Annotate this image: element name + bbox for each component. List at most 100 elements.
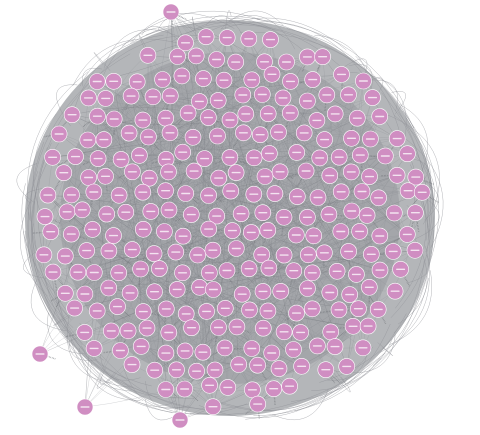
graph-node[interactable] [197,28,215,46]
graph-node[interactable] [254,204,272,221]
graph-node[interactable] [58,203,76,221]
graph-node[interactable] [89,150,107,167]
graph-node[interactable] [157,109,174,127]
graph-node[interactable] [95,131,113,148]
graph-node[interactable] [355,72,372,90]
graph-node[interactable] [398,226,416,243]
graph-node[interactable] [120,124,138,142]
graph-node[interactable] [299,280,316,297]
graph-node[interactable] [243,71,261,89]
graph-node[interactable] [305,227,323,245]
graph-node[interactable] [288,144,306,161]
graph-node[interactable] [50,125,68,143]
graph-node[interactable] [333,66,350,83]
graph-node[interactable] [110,187,128,204]
graph-node[interactable] [168,361,185,379]
graph-node[interactable] [237,105,255,123]
graph-node[interactable] [55,164,73,181]
graph-node[interactable] [139,46,157,64]
graph-node[interactable] [271,163,289,181]
graph-node[interactable] [245,185,263,203]
graph-node[interactable] [384,243,402,260]
graph-node[interactable] [235,124,252,142]
graph-node[interactable] [188,362,205,380]
graph-node[interactable] [177,34,194,52]
graph-node[interactable] [112,342,129,359]
node-layer[interactable] [31,3,431,429]
graph-node[interactable] [135,221,152,238]
graph-node[interactable] [84,221,101,238]
graph-node[interactable] [112,151,130,168]
graph-node[interactable] [205,281,222,298]
graph-node[interactable] [253,86,271,103]
graph-node[interactable] [138,319,156,337]
graph-node[interactable] [76,324,93,341]
graph-node[interactable] [316,131,333,148]
graph-node[interactable] [362,246,380,263]
graph-node[interactable] [179,104,197,122]
graph-node[interactable] [386,282,404,300]
graph-node[interactable] [351,223,368,240]
graph-node[interactable] [371,261,389,279]
graph-node[interactable] [245,149,263,167]
graph-node[interactable] [176,380,193,398]
graph-node[interactable] [215,71,233,89]
graph-node[interactable] [288,304,305,322]
graph-node[interactable] [224,222,241,239]
graph-node[interactable] [209,92,227,109]
graph-node[interactable] [342,163,360,181]
graph-node[interactable] [168,281,186,298]
graph-node[interactable] [359,317,377,335]
graph-node[interactable] [261,145,278,162]
graph-node[interactable] [63,225,80,243]
graph-node[interactable] [169,48,186,65]
graph-node[interactable] [241,301,258,319]
graph-node[interactable] [362,130,379,148]
graph-node[interactable] [160,163,177,181]
graph-node[interactable] [304,71,322,88]
graph-node[interactable] [97,168,114,185]
graph-node[interactable] [297,162,315,180]
graph-node[interactable] [185,162,203,180]
graph-node[interactable] [348,109,366,127]
graph-node[interactable] [340,86,357,104]
graph-node[interactable] [69,263,87,281]
graph-node[interactable] [285,262,303,280]
graph-node[interactable] [184,129,202,146]
graph-node[interactable] [173,67,191,85]
graph-node[interactable] [131,147,148,164]
graph-node[interactable] [309,189,327,206]
graph-node[interactable] [259,222,277,239]
graph-node[interactable] [244,381,261,399]
graph-node[interactable] [151,260,168,277]
graph-node[interactable] [217,299,234,317]
graph-node[interactable] [161,124,179,142]
graph-node[interactable] [89,107,106,125]
graph-node[interactable] [240,260,258,278]
graph-node[interactable] [124,241,141,258]
graph-node[interactable] [187,47,205,65]
graph-node[interactable] [171,411,189,429]
graph-node[interactable] [358,207,376,224]
graph-node[interactable] [249,356,266,374]
graph-node[interactable] [314,48,331,66]
graph-node[interactable] [63,186,80,204]
graph-node[interactable] [134,111,152,129]
graph-node[interactable] [353,183,371,200]
graph-node[interactable] [200,109,217,126]
graph-node[interactable] [343,130,360,147]
graph-node[interactable] [76,285,94,303]
graph-node[interactable] [228,318,246,336]
graph-node[interactable] [338,358,356,375]
graph-node[interactable] [266,185,284,202]
graph-node[interactable] [219,379,237,396]
graph-node[interactable] [222,182,239,200]
graph-node[interactable] [119,322,137,340]
graph-node[interactable] [361,168,378,185]
graph-node[interactable] [183,319,200,337]
graph-node[interactable] [160,201,178,219]
graph-node[interactable] [204,398,222,416]
graph-node[interactable] [282,73,299,90]
graph-node[interactable] [121,284,139,302]
